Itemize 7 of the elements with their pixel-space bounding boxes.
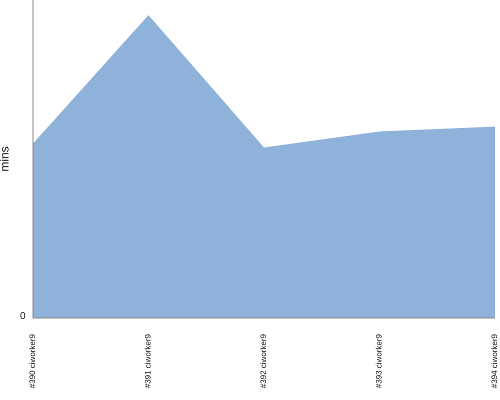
x-tick-label: #393 ciworker9 (374, 333, 384, 388)
x-tick-label: #390 ciworker9 (28, 333, 38, 388)
text: 0 (20, 311, 26, 322)
x-tick-label: #392 ciworker9 (259, 333, 268, 388)
x-tick-label: #391 ciworker9 (144, 333, 153, 388)
x-tick-label: #394 ciworker9 (490, 333, 500, 388)
y-axis-title: mins (0, 146, 12, 172)
